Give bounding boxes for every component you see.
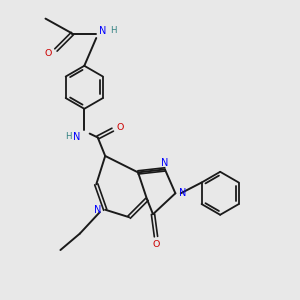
Text: N: N — [73, 132, 80, 142]
Text: N: N — [94, 205, 101, 215]
Text: H: H — [64, 132, 71, 141]
Text: N: N — [178, 188, 186, 198]
Text: O: O — [44, 49, 52, 58]
Text: O: O — [152, 241, 160, 250]
Text: O: O — [116, 123, 124, 132]
Text: H: H — [110, 26, 117, 35]
Text: N: N — [161, 158, 169, 168]
Text: N: N — [99, 26, 106, 36]
